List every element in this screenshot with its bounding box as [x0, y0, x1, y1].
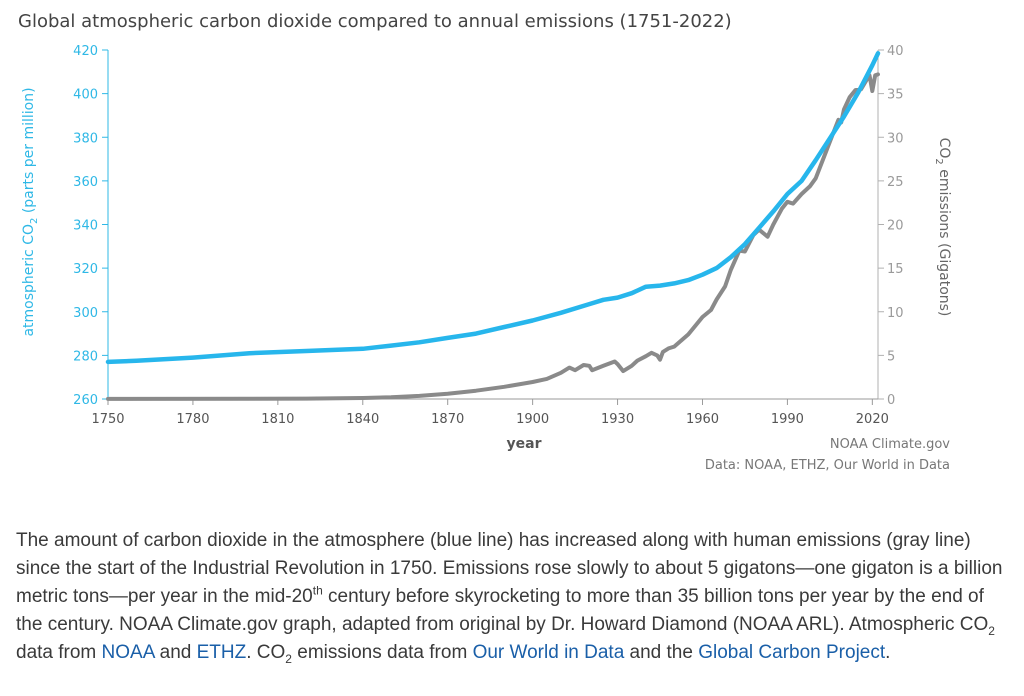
x-tick-label: 1780	[176, 412, 209, 427]
y-axis-label-left: atmospheric CO2 (parts per million)	[21, 87, 40, 336]
y-tick-label-left: 380	[73, 131, 98, 146]
y-tick-label-left: 340	[73, 219, 98, 234]
series-line-co2	[105, 51, 881, 365]
y-tick-label-left: 300	[73, 306, 98, 321]
x-tick-label: 1810	[261, 412, 294, 427]
y-tick-label-left: 260	[73, 393, 98, 408]
x-tick-label: 2020	[856, 412, 889, 427]
x-tick-label: 1750	[91, 412, 124, 427]
link-our-world-in-data[interactable]: Our World in Data	[472, 642, 625, 663]
left-y-ticks: 260 280 300 320 340 360 380 400 420	[73, 44, 108, 408]
y-tick-label-left: 280	[73, 349, 98, 364]
y-tick-label-left: 420	[73, 44, 98, 59]
y-tick-label-right: 20	[887, 219, 904, 234]
y-tick-label-right: 0	[887, 393, 895, 408]
chart: Global atmospheric carbon dioxide compar…	[18, 11, 952, 473]
x-axis-label: year	[507, 436, 542, 452]
y-tick-label-left: 360	[73, 175, 98, 190]
y-tick-label-right: 5	[887, 349, 895, 364]
y-tick-label-left: 320	[73, 262, 98, 277]
chart-title: Global atmospheric carbon dioxide compar…	[18, 11, 732, 32]
x-tick-label: 1870	[431, 412, 464, 427]
x-tick-label: 1900	[516, 412, 549, 427]
y-tick-label-right: 25	[887, 175, 904, 190]
y-tick-label-right: 30	[887, 131, 904, 146]
y-tick-label-right: 15	[887, 262, 904, 277]
link-noaa[interactable]: NOAA	[101, 642, 155, 663]
link-global-carbon-project[interactable]: Global Carbon Project	[698, 642, 886, 663]
x-tick-label: 1930	[601, 412, 634, 427]
x-ticks: 1750 1780 1810 1840 1870 1900 1930 1960 1990 2020	[91, 399, 889, 427]
figure-caption: The amount of carbon dioxide in the atmo…	[16, 530, 1003, 666]
credit-data-sources: Data: NOAA, ETHZ, Our World in Data	[705, 458, 950, 473]
y-tick-label-left: 400	[73, 88, 98, 103]
right-y-ticks: 0 5 10 15 20 25 30 35 40	[878, 44, 904, 408]
y-axis-label-right: CO2 emissions (Gigatons)	[933, 138, 952, 317]
y-tick-label-right: 10	[887, 306, 904, 321]
series-line-emissions	[106, 72, 880, 401]
x-tick-label: 1990	[771, 412, 804, 427]
link-ethz[interactable]: ETHZ	[196, 642, 247, 663]
y-tick-label-right: 35	[887, 88, 904, 103]
x-tick-label: 1840	[346, 412, 379, 427]
credit-climate-gov: NOAA Climate.gov	[830, 437, 950, 452]
y-tick-label-right: 40	[887, 44, 904, 59]
x-tick-label: 1960	[686, 412, 719, 427]
